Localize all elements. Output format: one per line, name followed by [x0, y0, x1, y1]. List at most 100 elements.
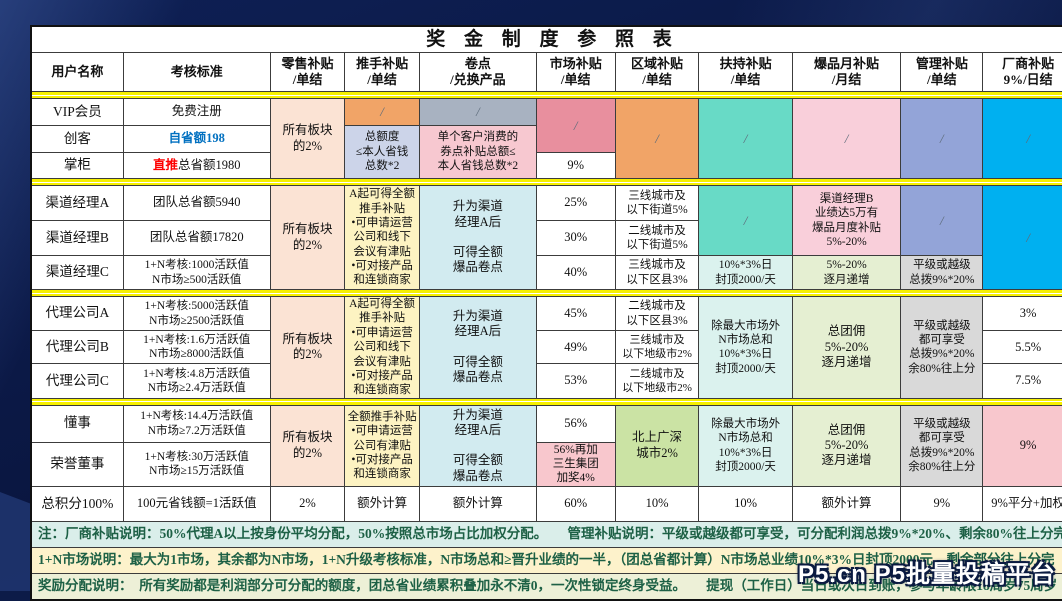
- column-header-hot-product: 爆品月补贴 /月结: [791, 52, 902, 92]
- criteria-cell: 100元省钱额=1活跃值: [122, 485, 271, 522]
- coupon-cell: 额外计算: [418, 485, 537, 522]
- criteria-cell: 1+N考核:5000活跃值 N市场≥2500活跃值: [122, 295, 271, 332]
- note-1n-market: 1+N市场说明：最大为1市场，其余都为N市场，1+N升级考核标准，N市场总和≥晋…: [30, 546, 1062, 574]
- support-subsidy-cell: /: [698, 98, 793, 179]
- note-row: 1+N市场说明：最大为1市场，其余都为N市场，1+N升级考核标准，N市场总和≥晋…: [30, 546, 1062, 574]
- vendor-subsidy-cell: 9%平分+加权: [982, 485, 1062, 522]
- criteria-cell: 1+N考核:4.8万活跃值 N市场≥2.4万活跃值: [122, 363, 271, 399]
- user-name-cell: 代理公司B: [30, 330, 124, 365]
- region-subsidy-cell: 三线城市及 以下街道5%: [614, 185, 700, 221]
- region-subsidy-cell: 三线城市及 以下区县3%: [614, 255, 700, 290]
- user-name-cell: 代理公司C: [30, 363, 124, 399]
- table-row: 渠道经理C 1+N考核:1000活跃值 N市场≥500活跃值 40% 三线城市及…: [30, 255, 1062, 290]
- hot-product-subsidy-cell: 5%-20% 逐月递增: [791, 255, 902, 290]
- vendor-subsidy-cell: 3%: [982, 295, 1062, 332]
- hot-product-subsidy-cell: /: [791, 98, 902, 179]
- column-header-support: 扶持补贴 /单结: [698, 52, 793, 92]
- column-header-management: 管理补贴 /单结: [900, 52, 984, 92]
- management-subsidy-cell: 9%: [900, 485, 984, 522]
- watermark: P5.cn P5批量投稿平台: [797, 561, 1056, 588]
- section-separator: [31, 397, 1062, 406]
- section-separator: [31, 91, 1062, 99]
- column-header-vendor: 厂商补贴 9%/日结: [982, 52, 1062, 92]
- retail-subsidy-cell: 所有板块 的2%: [269, 404, 346, 487]
- market-subsidy-cell: 9%: [535, 152, 616, 179]
- column-header-region: 区域补贴 /单结: [614, 52, 700, 92]
- hot-product-subsidy-cell: 额外计算: [791, 485, 902, 522]
- table-row: 渠道经理B 团队总省额17820 30% 二线城市及 以下街道5%: [30, 220, 1062, 256]
- retail-subsidy-cell: 所有板块 的2%: [269, 98, 346, 179]
- table-row: 代理公司A 1+N考核:5000活跃值 N市场≥2500活跃值 所有板块 的2%…: [30, 295, 1062, 399]
- coupon-cell: 升为渠道 经理A后 可得全额 爆品卷点: [418, 404, 537, 487]
- user-name-cell: 渠道经理B: [30, 220, 124, 256]
- market-subsidy-cell: 25%: [535, 185, 616, 221]
- table-row: 掌柜 直推总省额1980 9%: [30, 152, 1062, 179]
- criteria-cell: 团队总省额17820: [122, 220, 271, 256]
- table-row: 渠道经理A 团队总省额5940 所有板块 的2% A起可得全额 推手补贴 •可申…: [30, 185, 1062, 290]
- table-row: 荣誉董事 1+N考核:30万活跃值 N市场≥15万活跃值 56%再加 三生集团 …: [30, 441, 1062, 487]
- promoter-subsidy-cell: A起可得全额 推手补贴 •可申请运营 公司和线下 会议有津贴 •可对接产品 和连…: [344, 185, 420, 290]
- vendor-subsidy-cell: 5.5%: [982, 330, 1062, 365]
- promoter-subsidy-cell: A起可得全额 推手补贴 •可申请运营 公司和线下 会议有津贴 •可对接产品 和连…: [344, 296, 420, 399]
- column-header-criteria: 考核标准: [122, 52, 271, 92]
- column-header-coupon: 卷点 /兑换产品: [418, 52, 537, 92]
- coupon-cell: /: [418, 98, 537, 126]
- note-vendor-management: 注：厂商补贴说明：50%代理A以上按身份平均分配，50%按照总市场占比加权分配。…: [30, 520, 1062, 548]
- region-subsidy-cell: 10%: [614, 485, 700, 522]
- management-subsidy-cell: /: [900, 98, 984, 179]
- table-row: VIP会员 免费注册 所有板块 的2% / / / / / / / /: [30, 98, 1062, 179]
- management-subsidy-cell: 平级或越级 都可享受 总拨9%*20% 余80%往上分: [900, 296, 984, 399]
- column-header-row: 用户名称 考核标准 零售补贴 /单结 推手补贴 /单结 卷点 /兑换产品 市场补…: [30, 52, 1062, 92]
- user-name-cell: 创客: [30, 125, 124, 153]
- total-row: 总积分100% 100元省钱额=1活跃值 2% 额外计算 额外计算 60% 10…: [30, 485, 1062, 522]
- support-subsidy-cell: 10%: [698, 485, 793, 522]
- note-row: 注：厂商补贴说明：50%代理A以上按身份平均分配，50%按照总市场占比加权分配。…: [30, 520, 1062, 548]
- criteria-cell: 团队总省额5940: [122, 185, 271, 221]
- market-subsidy-cell: /: [535, 98, 616, 153]
- user-name-cell: 渠道经理A: [30, 185, 124, 221]
- region-subsidy-cell: 北上广深 城市2%: [614, 404, 700, 487]
- criteria-cell: 自省额198: [122, 125, 271, 153]
- user-name-cell: VIP会员: [30, 98, 124, 126]
- support-subsidy-cell: /: [698, 185, 793, 256]
- table-row: 代理公司C 1+N考核:4.8万活跃值 N市场≥2.4万活跃值 53% 二线城市…: [30, 363, 1062, 399]
- region-subsidy-cell: 二线城市及 以下区县3%: [614, 295, 700, 332]
- promoter-subsidy-cell: 全额推手补贴 •可申请运营 公司有津贴 •可对接产品 和连锁商家: [344, 404, 420, 487]
- retail-subsidy-cell: 2%: [269, 485, 346, 522]
- vendor-subsidy-cell: 9%: [982, 404, 1062, 487]
- hot-product-subsidy-cell: 渠道经理B 业绩达5万有 爆品月度补贴 5%-20%: [791, 185, 902, 256]
- criteria-highlight: 直推: [152, 157, 178, 172]
- column-header-retail: 零售补贴 /单结: [269, 52, 346, 92]
- criteria-cell: 1+N考核:1000活跃值 N市场≥500活跃值: [122, 255, 271, 290]
- hot-product-subsidy-cell: 总团佣 5%-20% 逐月递增: [791, 404, 902, 487]
- management-subsidy-cell: 平级或越级 总拨9%*20%: [900, 255, 984, 290]
- criteria-cell: 直推总省额1980: [122, 152, 271, 179]
- management-subsidy-cell: 平级或越级 都可享受 总拨9%*20% 余80%往上分: [900, 404, 984, 487]
- user-name-cell: 代理公司A: [30, 295, 124, 332]
- column-header-user: 用户名称: [30, 52, 124, 92]
- support-subsidy-cell: 10%*3%日 封顶2000/天: [698, 255, 793, 290]
- vendor-subsidy-cell: /: [982, 98, 1062, 179]
- criteria-cell: 1+N考核:1.6万活跃值 N市场≥8000活跃值: [122, 330, 271, 365]
- table-row: 懂事 1+N考核:14.4万活跃值 N市场≥7.2万活跃值 所有板块 的2% 全…: [30, 404, 1062, 487]
- column-header-market: 市场补贴 /单结: [535, 52, 616, 92]
- region-subsidy-cell: 二线城市及 以下街道5%: [614, 220, 700, 256]
- market-subsidy-cell: 30%: [535, 220, 616, 256]
- vendor-subsidy-cell: /: [982, 185, 1062, 290]
- criteria-cell: 1+N考核:14.4万活跃值 N市场≥7.2万活跃值: [122, 404, 271, 443]
- criteria-rest: 总省额1980: [177, 157, 241, 172]
- market-subsidy-cell: 56%: [535, 404, 616, 443]
- support-subsidy-cell: 除最大市场外 N市场总和 10%*3%日 封顶2000/天: [698, 296, 793, 399]
- user-name-cell: 掌柜: [30, 152, 124, 179]
- coupon-cell: 升为渠道 经理A后 可得全额 爆品卷点: [418, 296, 537, 399]
- bonus-reference-table: 奖 金 制 度 参 照 表 用户名称 考核标准 零售补贴 /单结 推手补贴 /单…: [30, 25, 1062, 601]
- coupon-cell: 单个客户消费的 券点补贴总额≤ 本人省钱总数*2: [418, 125, 537, 179]
- market-subsidy-cell: 40%: [535, 255, 616, 290]
- section-separator: [31, 178, 1062, 186]
- region-subsidy-cell: 三线城市及 以下地级市2%: [614, 330, 700, 365]
- table-row: 创客 自省额198 总额度 ≤本人省钱 总数*2 单个客户消费的 券点补贴总额≤…: [30, 125, 1062, 179]
- criteria-cell: 1+N考核:30万活跃值 N市场≥15万活跃值: [122, 441, 271, 487]
- market-subsidy-cell: 60%: [535, 485, 616, 522]
- user-name-cell: 总积分100%: [30, 485, 124, 522]
- support-subsidy-cell: 除最大市场外 N市场总和 10%*3%日 封顶2000/天: [698, 404, 793, 487]
